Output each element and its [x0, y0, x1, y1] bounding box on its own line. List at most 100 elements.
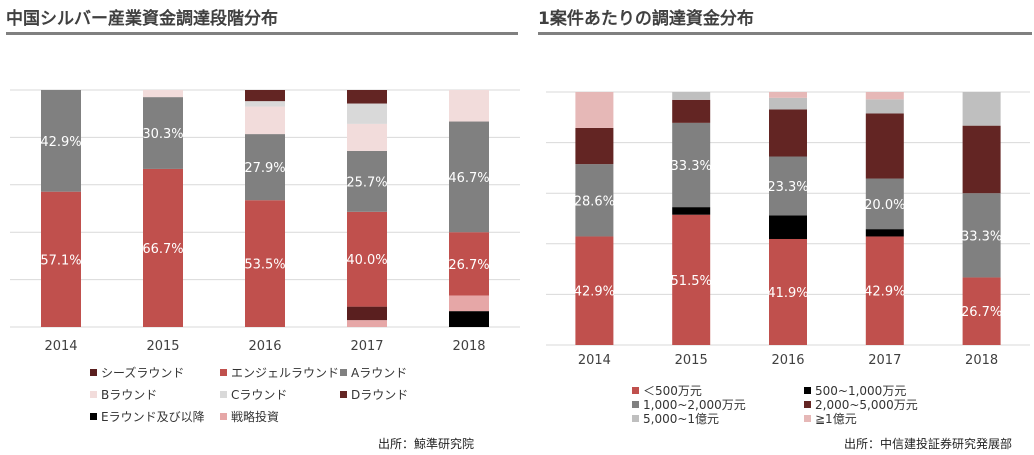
- bar-segment: [245, 106, 285, 135]
- bar-segment: [865, 99, 904, 114]
- bar-segment: [245, 200, 285, 327]
- data-label: 26.7%: [448, 258, 489, 273]
- data-label: 42.9%: [864, 285, 905, 300]
- data-label: 41.9%: [767, 286, 808, 301]
- bar-segment: [865, 229, 904, 237]
- legend-label: 500~1,000万元: [815, 384, 907, 398]
- bar-segment: [245, 90, 285, 102]
- legend-item: 2,000~5,000万元: [804, 396, 918, 413]
- data-label: 46.7%: [448, 171, 489, 186]
- legend-item: Bラウンド: [90, 386, 157, 403]
- bar-segment: [672, 122, 711, 208]
- x-tick-label: 2015: [146, 339, 179, 354]
- legend-label: 戦略投資: [231, 410, 280, 424]
- bar-segment: [672, 207, 711, 215]
- bar-segment: [575, 236, 614, 345]
- bar-segment: [449, 311, 489, 327]
- stacked-bar-chart: 42.9% 28.6% 2014 51.5% 33.3% 2015 41.9% 23.3% 20…: [546, 91, 1030, 368]
- legend-swatch: [804, 387, 811, 394]
- legend-swatch: [220, 391, 227, 398]
- legend-label: 1,000~2,000万元: [643, 398, 746, 412]
- x-tick-label: 2018: [452, 339, 485, 354]
- bar-segment: [347, 90, 387, 104]
- legend-swatch: [90, 391, 97, 398]
- bar-segment: [769, 92, 807, 98]
- chart-legend: ＜500万元 500~1,000万元 1,000~2,000万元 2,000~5,00…: [632, 382, 1022, 432]
- data-label: 33.3%: [671, 159, 712, 174]
- x-tick-label: 2016: [248, 339, 281, 354]
- bar-segment: [41, 191, 81, 327]
- bar-segment: [347, 123, 387, 151]
- legend-swatch: [90, 413, 97, 420]
- data-label: 28.6%: [574, 194, 615, 209]
- legend-item: Cラウンド: [220, 386, 287, 403]
- legend-swatch: [340, 369, 347, 376]
- legend-swatch: [632, 415, 639, 422]
- legend-item: シーズラウンド: [90, 364, 184, 381]
- bar-segment: [143, 90, 183, 98]
- data-label: 66.7%: [142, 242, 183, 257]
- data-label: 27.9%: [244, 161, 285, 176]
- data-label: 26.7%: [961, 305, 1002, 320]
- bar-segment: [962, 92, 1001, 126]
- bar-segment: [347, 306, 387, 321]
- legend-swatch: [220, 369, 227, 376]
- bar-segment: [865, 236, 904, 345]
- legend-swatch: [804, 401, 811, 408]
- title-rule: [6, 32, 518, 35]
- bar-segment: [245, 101, 285, 107]
- legend-swatch: [90, 369, 97, 376]
- x-tick-label: 2014: [44, 339, 77, 354]
- bar-segment: [962, 125, 1001, 194]
- legend-label: 2,000~5,000万元: [815, 398, 918, 412]
- data-label: 42.9%: [574, 285, 615, 300]
- legend-label: Eラウンド及び以降: [101, 410, 205, 424]
- legend-label: ＜500万元: [643, 384, 702, 398]
- data-label: 20.0%: [864, 198, 905, 213]
- legend-label: Cラウンド: [231, 388, 288, 402]
- bar-segment: [347, 211, 387, 307]
- legend-item: Eラウンド及び以降: [90, 408, 205, 425]
- x-tick-label: 2015: [675, 353, 708, 368]
- x-tick-label: 2018: [965, 353, 998, 368]
- bar-segment: [769, 109, 807, 157]
- bar-segment: [449, 121, 489, 233]
- data-label: 30.3%: [142, 127, 183, 142]
- legend-swatch: [632, 387, 639, 394]
- title-rule: [538, 32, 1032, 35]
- legend-swatch: [220, 413, 227, 420]
- data-label: 51.5%: [671, 274, 712, 289]
- legend-label: Dラウンド: [351, 388, 409, 402]
- legend-label: ≧1億元: [815, 412, 857, 426]
- chart-legend: シーズラウンド エンジェルラウンド Aラウンド Bラウンド Cラウンド Dラウンド Eラウン…: [90, 364, 510, 424]
- legend-swatch: [340, 391, 347, 398]
- x-tick-label: 2016: [771, 353, 804, 368]
- bar-segment: [769, 238, 807, 345]
- bar-segment: [672, 214, 711, 345]
- bar-segment: [347, 103, 387, 124]
- legend-item: Dラウンド: [340, 386, 408, 403]
- legend-item: 戦略投資: [220, 408, 279, 425]
- data-label: 53.5%: [244, 258, 285, 273]
- source-note: 出所：中信建投証券研究発展部: [844, 437, 1013, 451]
- bar-segment: [575, 127, 614, 165]
- bar-segment: [672, 92, 711, 100]
- bar-segment: [865, 113, 904, 179]
- chart-title: 中国シルバー産業資金調達段階分布: [6, 9, 278, 29]
- stacked-bar-chart: 57.1% 42.9% 2014 66.7% 30.3% 2015 53.5% 27.9% 20…: [10, 89, 520, 354]
- bar-segment: [143, 168, 183, 327]
- legend-item: 5,000~1億元: [632, 410, 719, 427]
- bar-segment: [245, 134, 285, 201]
- x-tick-label: 2014: [578, 353, 611, 368]
- x-tick-label: 2017: [350, 339, 383, 354]
- legend-swatch: [632, 401, 639, 408]
- legend-label: シーズラウンド: [101, 366, 185, 380]
- bar-segment: [575, 164, 614, 237]
- data-label: 57.1%: [40, 253, 81, 268]
- bar-segment: [865, 92, 904, 100]
- legend-label: Bラウンド: [101, 388, 158, 402]
- bar-segment: [575, 92, 614, 128]
- data-label: 40.0%: [346, 253, 387, 268]
- bar-segment: [449, 295, 489, 312]
- bar-segment: [769, 156, 807, 216]
